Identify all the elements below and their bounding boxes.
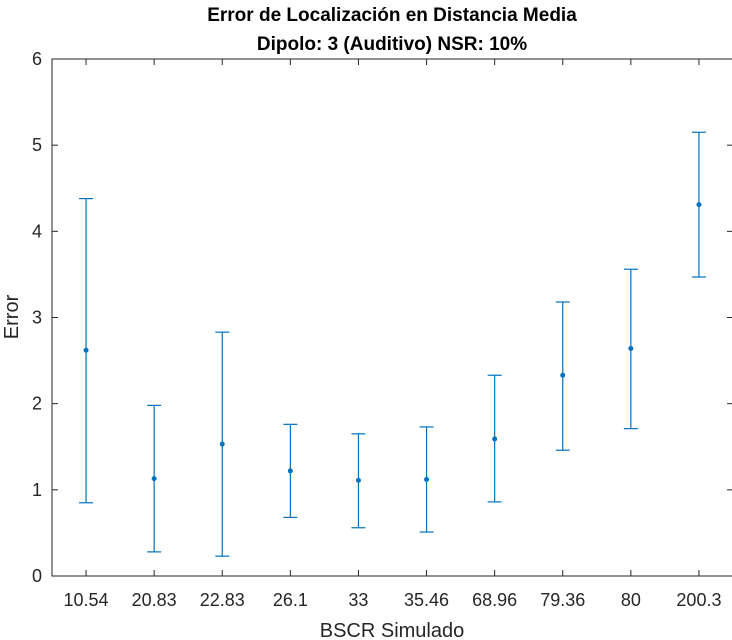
chart-title: Error de Localización en Distancia Media — [207, 5, 577, 26]
y-axis-label: Error — [1, 294, 23, 339]
y-tick-label: 5 — [32, 135, 42, 155]
x-tick-label: 22.83 — [200, 590, 245, 610]
y-tick-label: 6 — [32, 49, 42, 69]
x-tick-label: 35.46 — [404, 590, 449, 610]
mean-point — [219, 441, 225, 447]
y-tick-label: 0 — [32, 566, 42, 586]
x-tick-label: 10.54 — [64, 590, 109, 610]
plot-area: 0 1 2 3 4 5 6 10.54 20.83 22.83 26.1 33 35.46 68.96 79… — [32, 49, 732, 610]
y-tick-label: 4 — [32, 221, 42, 241]
mean-point — [287, 468, 293, 474]
x-tick-label: 200.3 — [676, 590, 721, 610]
mean-point — [151, 476, 157, 482]
mean-point — [492, 436, 498, 442]
mean-point — [628, 346, 634, 352]
x-tick-label: 79.36 — [540, 590, 585, 610]
x-tick-label: 68.96 — [472, 590, 517, 610]
y-tick-label: 1 — [32, 480, 42, 500]
mean-point — [424, 476, 430, 482]
y-tick-label: 2 — [32, 394, 42, 414]
x-tick-label: 33 — [348, 590, 368, 610]
mean-point — [560, 372, 566, 378]
mean-point — [355, 477, 361, 483]
mean-point — [83, 347, 89, 353]
x-tick-label: 20.83 — [132, 590, 177, 610]
x-axis-label: BSCR Simulado — [320, 620, 465, 640]
axes-box — [51, 58, 732, 577]
mean-point — [696, 202, 702, 208]
x-tick-label: 80 — [621, 590, 641, 610]
y-tick-label: 3 — [32, 308, 42, 328]
x-tick-label: 26.1 — [273, 590, 308, 610]
chart-subtitle: Dipolo: 3 (Auditivo) NSR: 10% — [257, 34, 527, 55]
